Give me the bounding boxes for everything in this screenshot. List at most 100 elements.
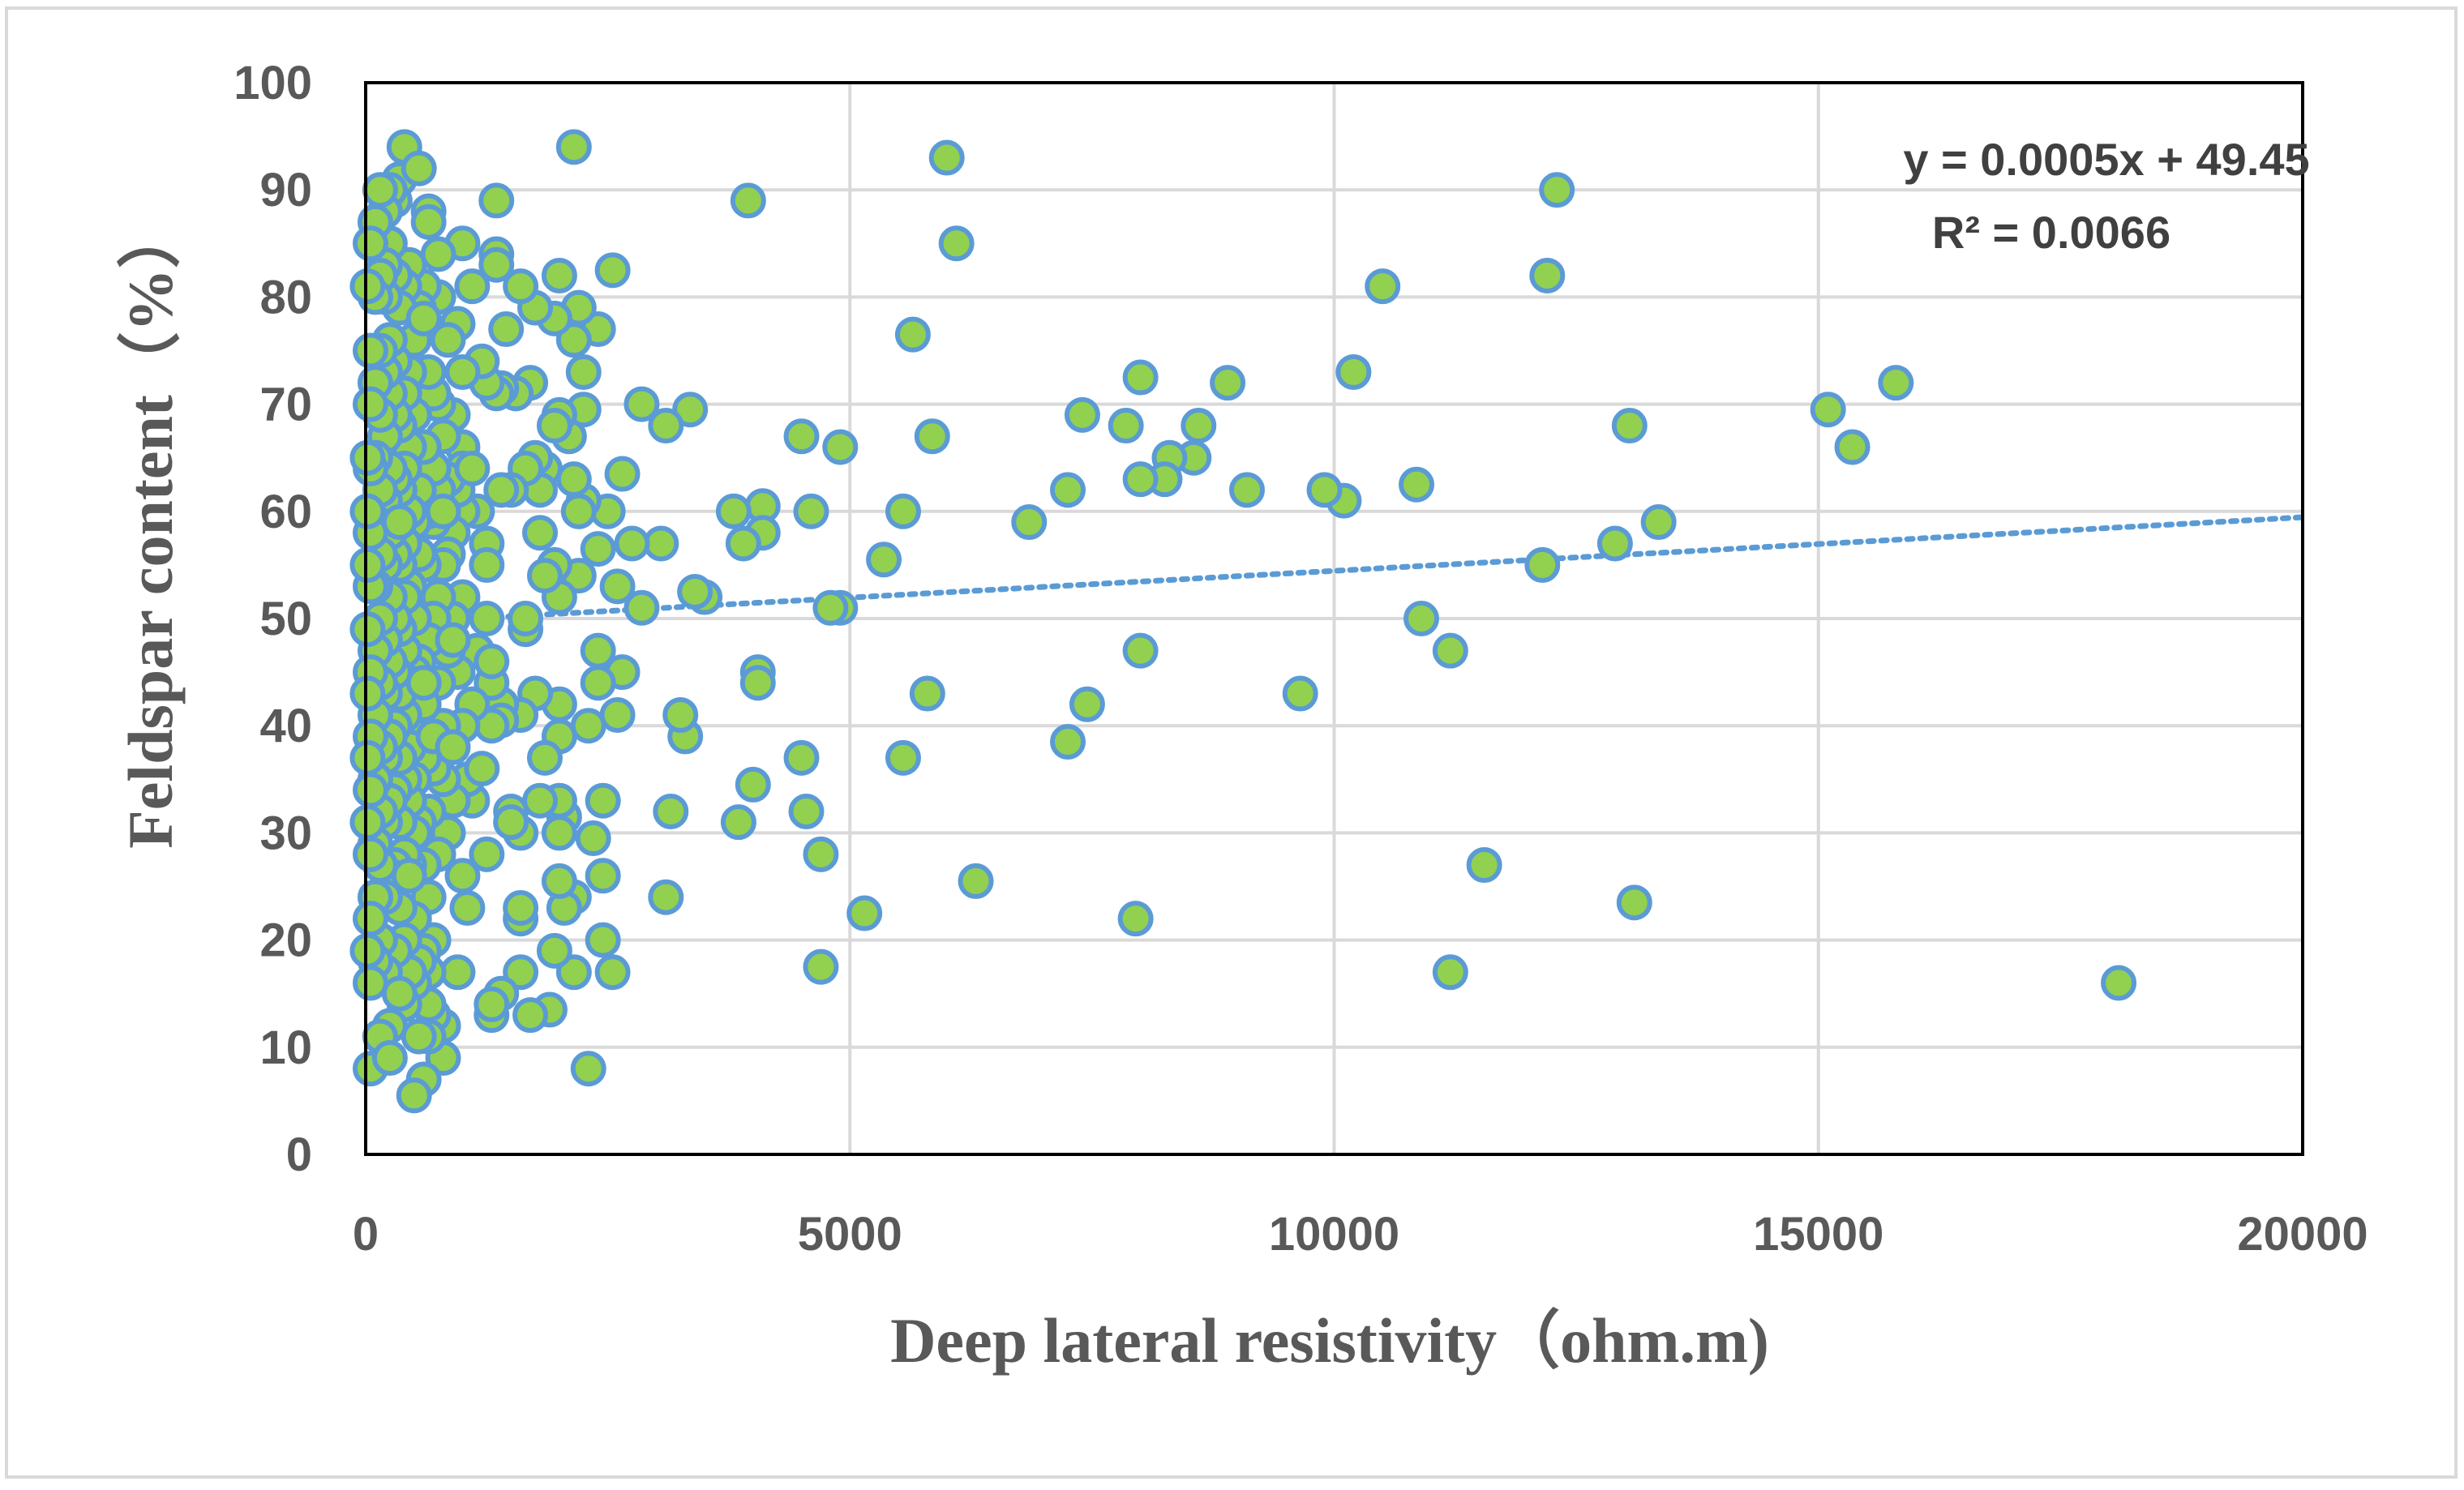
data-point	[401, 1018, 437, 1055]
data-point	[599, 696, 636, 733]
data-point	[526, 558, 563, 594]
data-point	[1403, 601, 1440, 636]
data-point	[803, 836, 839, 872]
data-point	[555, 129, 592, 165]
data-point	[1122, 461, 1159, 498]
y-tick-label: 60	[259, 486, 312, 538]
data-point	[672, 392, 709, 428]
data-point	[541, 257, 577, 293]
data-point	[575, 820, 611, 857]
data-point	[909, 675, 945, 712]
x-axis-title: Deep lateral resistivity（ohm.m)	[890, 1305, 1769, 1376]
y-tick-label: 40	[259, 700, 312, 752]
data-point	[1611, 408, 1648, 444]
data-point	[503, 268, 539, 305]
data-point	[1466, 847, 1502, 884]
data-point	[822, 429, 859, 465]
data-point	[866, 542, 902, 578]
data-point	[541, 863, 577, 899]
data-point	[526, 739, 563, 776]
data-point	[410, 203, 447, 240]
data-point	[793, 493, 829, 529]
data-point	[555, 954, 592, 991]
data-point	[352, 965, 388, 1001]
data-point	[425, 493, 461, 529]
trendline-r-squared: R² = 0.0066	[1932, 207, 2170, 258]
data-point	[725, 525, 761, 562]
data-point	[420, 236, 456, 272]
data-point	[396, 1077, 432, 1114]
data-point	[349, 739, 386, 776]
data-point	[488, 311, 525, 348]
data-point	[503, 954, 539, 991]
data-point	[474, 986, 510, 1022]
data-point	[444, 353, 481, 390]
data-point	[604, 456, 641, 492]
data-point	[352, 225, 388, 262]
data-point	[594, 252, 631, 289]
x-tick-label: 10000	[1269, 1208, 1399, 1261]
data-point	[570, 1051, 606, 1087]
data-point	[585, 858, 621, 894]
data-point	[449, 889, 486, 926]
data-point	[1181, 408, 1217, 444]
data-point	[391, 858, 427, 894]
data-point	[720, 804, 756, 841]
data-point	[580, 531, 616, 567]
data-point	[469, 546, 505, 583]
data-point	[1810, 392, 1846, 428]
data-point	[371, 1040, 408, 1077]
data-point	[352, 901, 388, 937]
data-point	[614, 525, 650, 562]
data-points	[349, 129, 2137, 1114]
y-tick-label: 100	[234, 57, 312, 109]
data-point	[469, 601, 505, 636]
data-point	[677, 573, 713, 610]
trendline-equation: y = 0.0005x + 49.45	[1903, 134, 2309, 185]
data-point	[541, 815, 577, 851]
data-point	[349, 611, 386, 648]
y-tick-label: 50	[259, 593, 312, 645]
data-point	[938, 225, 975, 262]
data-point	[585, 922, 621, 958]
data-point	[522, 782, 559, 819]
data-point	[783, 418, 820, 455]
plot-area-border	[364, 81, 2304, 1156]
data-point	[381, 504, 418, 541]
data-point	[958, 863, 994, 899]
data-point	[555, 461, 592, 498]
data-point	[1432, 632, 1468, 669]
data-point	[469, 836, 505, 872]
data-point	[444, 858, 481, 894]
data-point	[352, 332, 388, 369]
x-tick-label: 15000	[1753, 1208, 1883, 1261]
data-point	[1596, 525, 1633, 562]
data-point	[349, 268, 386, 305]
data-point	[1117, 901, 1154, 937]
data-point	[846, 895, 883, 931]
data-point	[483, 472, 520, 508]
data-point	[1011, 504, 1048, 541]
y-axis-title: Feldspar content（%）	[115, 205, 186, 849]
data-point	[894, 316, 931, 353]
data-point	[430, 322, 466, 358]
data-point	[1399, 466, 1435, 503]
data-point	[401, 150, 437, 186]
data-point	[1524, 546, 1561, 583]
data-point	[1640, 504, 1677, 541]
data-point	[1069, 686, 1105, 722]
data-point	[643, 525, 679, 562]
data-point	[1122, 359, 1159, 396]
x-tick-label: 0	[353, 1208, 379, 1261]
y-tick-label: 10	[259, 1021, 312, 1074]
data-point	[585, 782, 621, 819]
data-point	[474, 643, 510, 679]
x-axis-tick-labels: 0 5000 10000 15000 20000	[353, 1208, 2368, 1261]
data-point	[352, 772, 388, 808]
data-point	[1122, 632, 1159, 669]
y-tick-label: 20	[259, 914, 312, 967]
data-point	[739, 665, 776, 701]
data-point	[349, 493, 386, 529]
